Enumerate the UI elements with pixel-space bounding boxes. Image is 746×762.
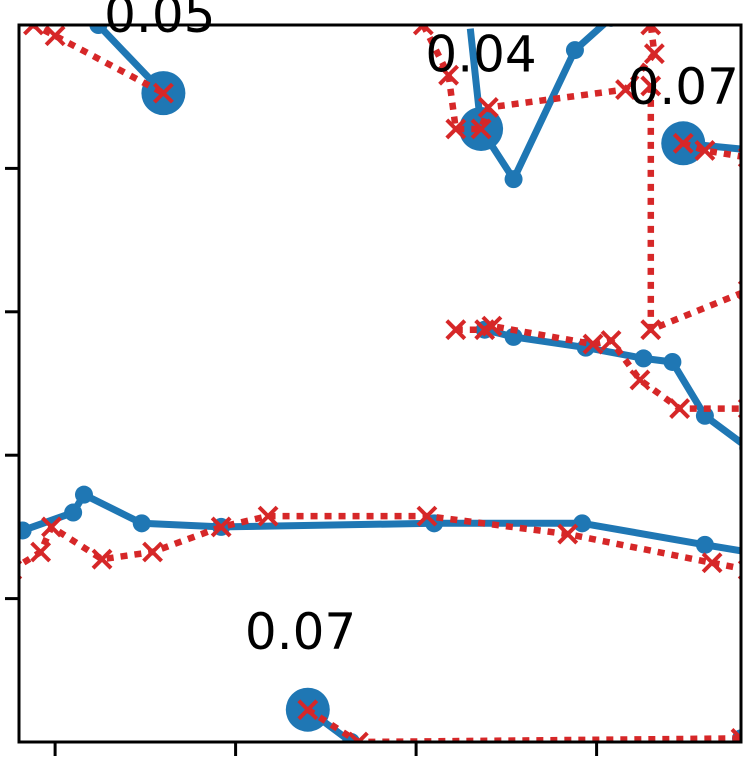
- series-line: [647, 85, 741, 333]
- data-point: [297, 699, 319, 721]
- data-point: [142, 541, 163, 563]
- data-point: [75, 0, 93, 12]
- data-point: [694, 140, 716, 161]
- data-point: [643, 43, 665, 65]
- data-point: [504, 327, 523, 346]
- series-line: [19, 491, 741, 555]
- series-line: [94, 25, 166, 96]
- data-point: [504, 170, 523, 189]
- data-point: [640, 319, 662, 341]
- data-point: [152, 82, 174, 104]
- plot-frame: [17, 23, 743, 744]
- data-point: [629, 369, 651, 391]
- data-point: [640, 75, 662, 97]
- data-point: [74, 485, 93, 504]
- annotation-label: 0.04: [425, 26, 536, 84]
- data-point: [582, 333, 604, 355]
- dotted-series: [3, 0, 741, 742]
- series-line: [28, 25, 165, 96]
- annotation-label: 0.07: [628, 58, 739, 116]
- data-point: [640, 25, 662, 36]
- data-point: [634, 349, 653, 368]
- data-point: [730, 728, 741, 742]
- data-point: [257, 505, 279, 527]
- annotation-label: 0.07: [245, 603, 356, 661]
- data-point: [44, 25, 66, 47]
- data-point: [573, 514, 592, 533]
- data-point: [416, 505, 438, 527]
- data-point: [481, 315, 503, 337]
- annotation-label: 0.05: [104, 0, 215, 44]
- data-point: [565, 41, 584, 60]
- data-point: [3, 0, 21, 12]
- data-point: [64, 503, 83, 522]
- data-point: [41, 516, 62, 538]
- data-point: [412, 25, 434, 36]
- data-point: [669, 398, 691, 420]
- data-point: [132, 514, 151, 533]
- data-point: [438, 64, 460, 86]
- data-point: [210, 516, 232, 538]
- data-point: [470, 118, 492, 140]
- data-point: [477, 97, 499, 118]
- series-line: [306, 706, 741, 742]
- axes-layer: [5, 23, 743, 756]
- data-point: [600, 330, 622, 351]
- annotation-layer: 0.05 0.04 0.07 0.07: [104, 0, 739, 661]
- data-point: [557, 523, 579, 545]
- data-point: [91, 548, 113, 570]
- data-point: [23, 25, 44, 36]
- data-point: [672, 132, 694, 154]
- data-point: [445, 319, 467, 341]
- data-point: [30, 541, 52, 563]
- data-point: [89, 25, 108, 34]
- data-point: [701, 552, 723, 574]
- data-point: [663, 352, 682, 371]
- data-point: [445, 118, 467, 140]
- data-point: [347, 731, 369, 742]
- data-point: [19, 521, 32, 540]
- series-layer: [3, 0, 741, 742]
- data-point: [695, 535, 714, 554]
- data-point: [615, 79, 636, 100]
